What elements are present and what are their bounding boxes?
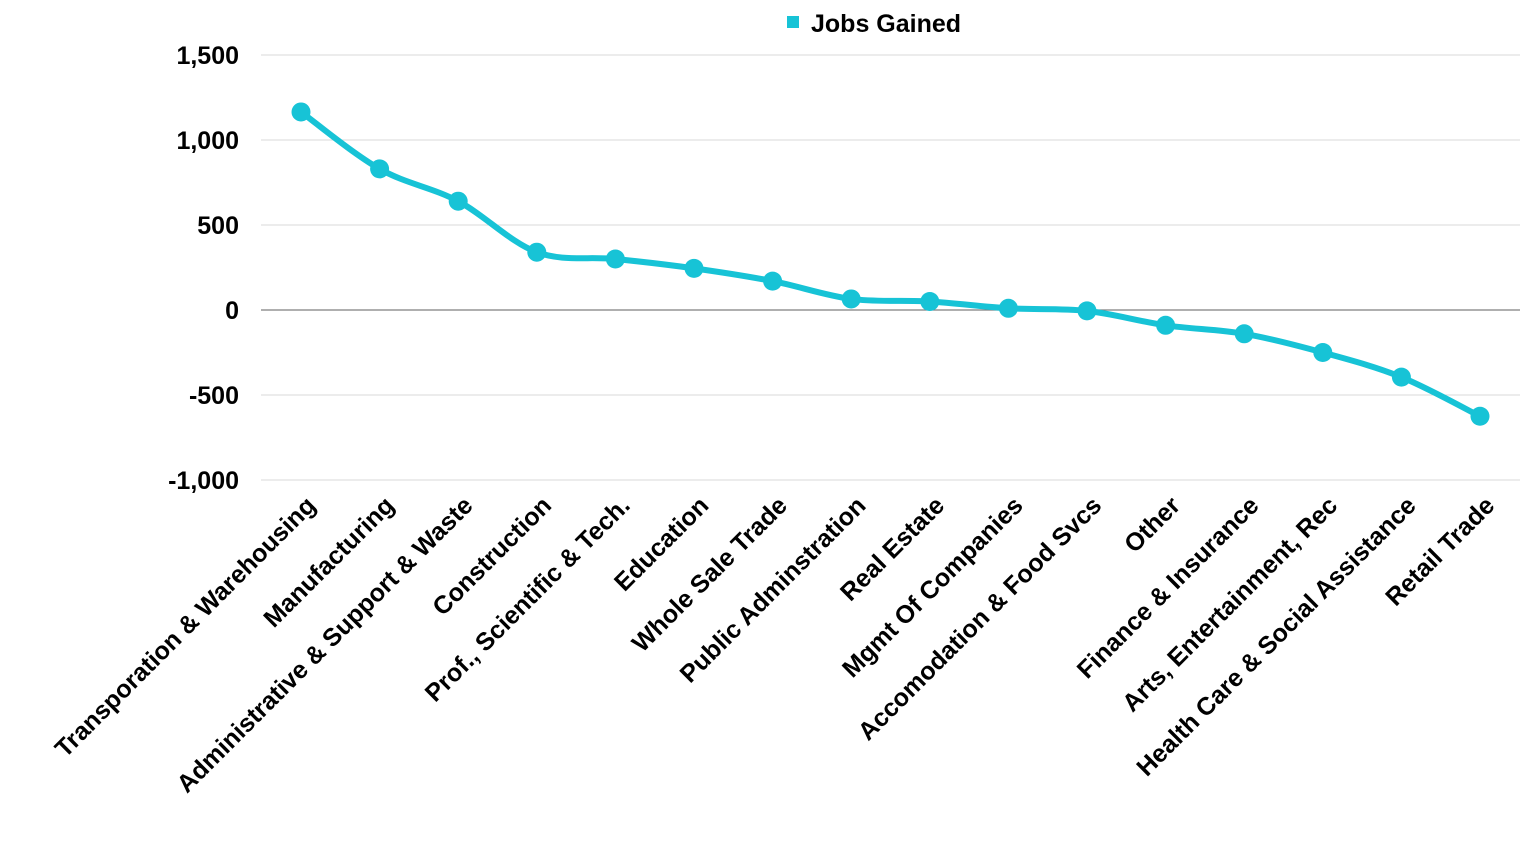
data-point: [1156, 315, 1176, 335]
data-point: [527, 242, 547, 262]
data-point: [841, 289, 861, 309]
data-point: [1234, 324, 1254, 344]
y-axis-ticks: 1,500 1,000 500 0 -500 -1,000: [168, 42, 239, 495]
y-tick-label: -500: [189, 382, 239, 410]
y-tick-label: -1,000: [168, 467, 239, 495]
y-tick-label: 500: [197, 212, 239, 240]
legend: Jobs Gained: [787, 10, 961, 38]
x-tick-label: Other: [1119, 491, 1186, 558]
series-markers: [291, 102, 1490, 426]
data-point: [1391, 367, 1411, 387]
legend-label-jobs-gained: Jobs Gained: [811, 10, 961, 38]
x-tick-label: Administrative & Support & Waste: [172, 491, 479, 798]
series-line-layer: [298, 108, 1483, 420]
data-point: [291, 102, 311, 122]
gridlines: [261, 54, 1520, 481]
data-point: [1313, 343, 1333, 362]
y-tick-label: 0: [225, 297, 239, 325]
data-point: [1470, 406, 1490, 426]
y-tick-label: 1,500: [176, 42, 239, 70]
data-point: [920, 292, 940, 311]
data-point: [763, 271, 783, 291]
data-point: [1077, 301, 1097, 321]
data-point: [684, 258, 704, 278]
series-line-jobs-gained: [298, 108, 1483, 420]
x-tick-label: Health Care & Social Assistance: [1131, 491, 1421, 781]
data-point: [998, 298, 1018, 318]
y-tick-label: 1,000: [176, 127, 239, 155]
legend-swatch-jobs-gained: [787, 16, 799, 28]
data-point: [370, 159, 390, 179]
x-axis-ticks: Transporation & WarehousingManufacturing…: [50, 491, 1501, 798]
data-point: [448, 191, 468, 211]
data-point: [605, 249, 625, 269]
